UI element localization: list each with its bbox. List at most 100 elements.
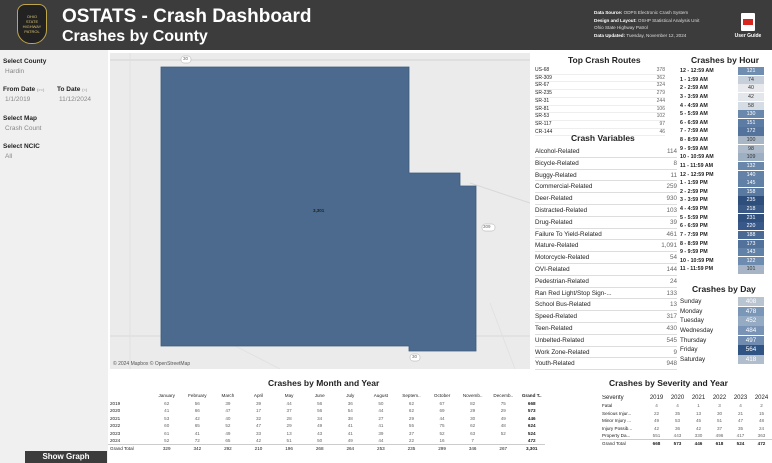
route-row[interactable]: SR-31 244 [535, 98, 665, 106]
user-guide-button[interactable]: User Guide [730, 13, 766, 39]
month-header[interactable]: March [221, 393, 235, 398]
severity-row[interactable]: Injury Possib... 42 36 42 37 35 24 [600, 425, 772, 432]
ncic-select[interactable]: All [5, 153, 13, 160]
variable-row[interactable]: Ran Red Light/Stop Sign-... 133 [535, 288, 677, 300]
month-header[interactable]: April [253, 393, 264, 398]
severity-year-header[interactable]: 2019 [649, 395, 664, 401]
hour-row[interactable]: 7 - 7:59 AM 172 [680, 127, 768, 136]
hour-row[interactable]: 12 - 12:59 PM 140 [680, 170, 768, 179]
from-date-input[interactable]: 1/1/2019 [5, 96, 31, 103]
month-header[interactable]: May [284, 393, 294, 398]
day-row[interactable]: Friday 564 [680, 345, 768, 355]
hour-row[interactable]: 10 - 10:59 PM 122 [680, 256, 768, 265]
hour-row[interactable]: 5 - 5:59 AM 130 [680, 110, 768, 119]
monthly-row[interactable]: 2024 52 72 65 42 51 50 49 44 22 16 7 472 [108, 437, 545, 444]
severity-year-header[interactable]: 2024 [754, 395, 769, 401]
variable-row[interactable]: Unbelted-Related 545 [535, 335, 677, 347]
hour-row[interactable]: 4 - 4:59 PM 218 [680, 205, 768, 214]
hour-row[interactable]: 11 - 11:59 PM 101 [680, 265, 768, 274]
route-row[interactable]: SR-117 97 [535, 121, 665, 129]
variable-row[interactable]: Commercial-Related 259 [535, 181, 677, 194]
variable-row[interactable]: Deer-Related 930 [535, 193, 677, 205]
map-select[interactable]: Crash Count [5, 125, 42, 132]
hour-row[interactable]: 9 - 9:59 AM 98 [680, 144, 768, 153]
variable-row[interactable]: Speed-Related 317 [535, 311, 677, 323]
monthly-row[interactable]: 2022 60 65 52 47 29 49 41 41 55 75 62 48 624 [108, 422, 545, 429]
severity-year-header[interactable]: 2023 [733, 395, 748, 401]
day-row[interactable]: Thursday 497 [680, 335, 768, 346]
variable-row[interactable]: Pedestrian-Related 24 [535, 276, 677, 288]
month-header[interactable]: July [346, 393, 355, 398]
variable-value: 54 [669, 254, 677, 262]
severity-row[interactable]: Property Da... 551 443 330 496 417 363 [600, 432, 772, 439]
day-row[interactable]: Monday 478 [680, 306, 768, 316]
route-row[interactable]: SR-53 102 [535, 113, 665, 121]
hour-row[interactable]: 7 - 7:59 PM 188 [680, 230, 768, 240]
to-date-input[interactable]: 11/12/2024 [59, 96, 92, 103]
variable-row[interactable]: Distracted-Related 103 [535, 205, 677, 217]
variable-row[interactable]: Bicycle-Related 8 [535, 158, 677, 170]
variable-row[interactable]: Buggy-Related 11 [535, 170, 677, 182]
month-header[interactable]: October [433, 393, 451, 398]
show-graph-button[interactable]: Show Graph [25, 451, 107, 463]
county-select[interactable]: Hardin [5, 68, 25, 75]
severity-row[interactable]: Minor Injury ... 49 53 45 51 47 48 [600, 417, 772, 424]
hour-row[interactable]: 9 - 9:59 PM 143 [680, 248, 768, 257]
hour-row[interactable]: 8 - 8:59 PM 173 [680, 239, 768, 248]
county-map[interactable]: 30 309 30 3,301 © 2024 Mapbox © OpenStre… [110, 53, 530, 369]
hour-row[interactable]: 5 - 5:59 PM 231 [680, 213, 768, 222]
hour-row[interactable]: 10 - 10:59 AM 109 [680, 153, 768, 162]
month-header[interactable]: January [158, 393, 175, 398]
hour-row[interactable]: 3 - 3:59 PM 235 [680, 196, 768, 205]
monthly-row[interactable]: 2023 61 41 49 33 13 43 41 39 37 52 63 52 524 [108, 430, 545, 437]
hour-row[interactable]: 1 - 1:59 PM 145 [680, 179, 768, 188]
month-header[interactable]: February [188, 393, 207, 398]
variable-row[interactable]: Youth-Related 948 [535, 358, 677, 371]
route-row[interactable]: SR-309 362 [535, 75, 665, 83]
severity-year-header[interactable]: 2022 [712, 395, 727, 401]
hour-row[interactable]: 2 - 2:59 AM 40 [680, 84, 768, 93]
severity-year-header[interactable]: 2020 [670, 395, 685, 401]
route-row[interactable]: SR-81 106 [535, 106, 665, 114]
severity-year-header[interactable]: 2021 [691, 395, 706, 401]
month-header[interactable]: Decemb.. [493, 393, 514, 398]
month-header[interactable]: August [373, 393, 389, 398]
hour-row[interactable]: 8 - 8:59 AM 100 [680, 136, 768, 145]
monthly-row[interactable]: 2019 62 56 39 39 44 56 36 50 62 67 82 75 668 [108, 400, 545, 407]
monthly-row[interactable]: 2020 41 66 47 17 37 56 54 44 62 69 29 29 573 [108, 407, 545, 414]
severity-row[interactable]: Serious Injur... 22 35 13 30 21 15 [600, 410, 772, 417]
hour-row[interactable]: 6 - 6:59 AM 151 [680, 118, 768, 127]
hour-row[interactable]: 12 - 12:59 AM 121 [680, 67, 768, 76]
hour-row[interactable]: 3 - 3:59 AM 42 [680, 92, 768, 102]
day-row[interactable]: Wednesday 484 [680, 326, 768, 336]
monthly-cell: 60 [164, 423, 170, 429]
variable-row[interactable]: School Bus-Related 13 [535, 299, 677, 312]
hour-row[interactable]: 2 - 2:59 PM 158 [680, 187, 768, 196]
hour-row[interactable]: 1 - 1:59 AM 74 [680, 75, 768, 84]
hour-row[interactable]: 6 - 6:59 PM 220 [680, 222, 768, 231]
route-row[interactable]: CR-144 46 [535, 129, 665, 137]
route-row[interactable]: SR-67 324 [535, 82, 665, 91]
route-row[interactable]: US-68 378 [535, 67, 665, 75]
variable-row[interactable]: Failure To Yield-Related 461 [535, 229, 677, 241]
monthly-row[interactable]: 2021 53 42 40 32 28 34 38 27 29 44 30 49 446 [108, 415, 545, 422]
variable-row[interactable]: Motorcycle-Related 54 [535, 252, 677, 264]
day-row[interactable]: Tuesday 452 [680, 316, 768, 326]
hour-row[interactable]: 11 - 11:59 AM 132 [680, 161, 768, 171]
month-header[interactable]: Novemb.. [462, 393, 483, 398]
variable-row[interactable]: Alcohol-Related 114 [535, 146, 677, 158]
severity-row[interactable]: Fatal 4 4 1 3 4 2 [600, 402, 772, 409]
variable-row[interactable]: Drug-Related 39 [535, 217, 677, 229]
hour-row[interactable]: 4 - 4:59 AM 58 [680, 101, 768, 110]
route-row[interactable]: SR-235 279 [535, 90, 665, 98]
month-header[interactable]: Septem.. [402, 393, 421, 398]
month-header[interactable]: Grand T.. [521, 393, 542, 398]
day-row[interactable]: Sunday 408 [680, 297, 768, 307]
map-attribution[interactable]: © 2024 Mapbox © OpenStreetMap [113, 361, 191, 367]
variable-row[interactable]: Mature-Related 1,091 [535, 240, 677, 253]
variable-row[interactable]: OVI-Related 144 [535, 264, 677, 276]
month-header[interactable]: June [314, 393, 325, 398]
day-row[interactable]: Saturday 418 [680, 355, 768, 365]
variable-row[interactable]: Teen-Related 430 [535, 323, 677, 335]
variable-row[interactable]: Work Zone-Related 9 [535, 347, 677, 359]
